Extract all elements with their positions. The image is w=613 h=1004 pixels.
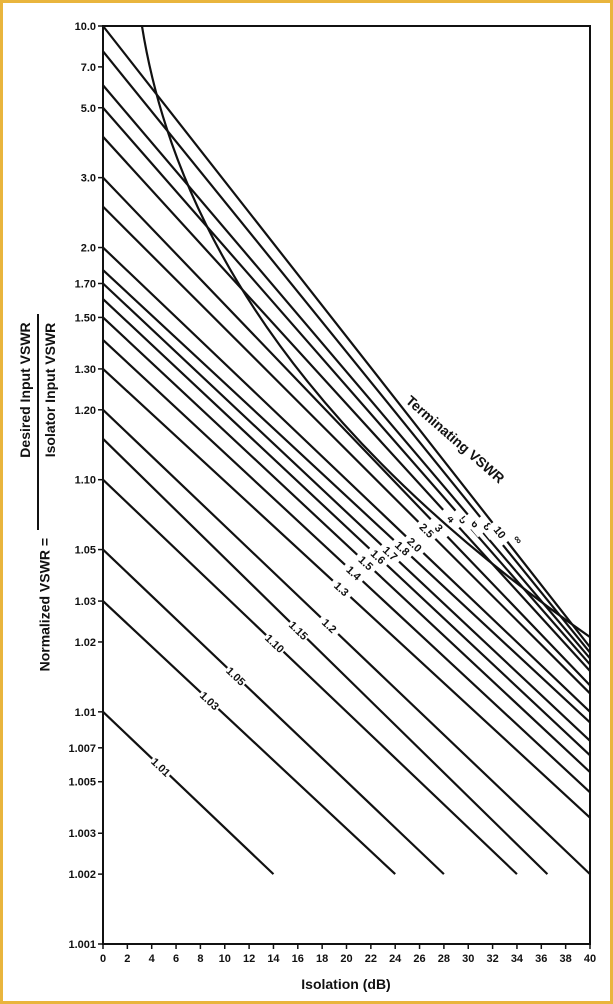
- y-tick-label: 1.03: [75, 596, 96, 608]
- y-tick-label: 5.0: [81, 103, 96, 115]
- y-tick-label: 1.003: [68, 828, 96, 840]
- y-tick-label: 1.01: [75, 707, 96, 719]
- x-tick-label: 30: [462, 953, 474, 965]
- x-tick-label: 0: [100, 953, 106, 965]
- y-tick-label: 1.002: [68, 869, 96, 881]
- y-tick-label: 1.50: [75, 312, 96, 324]
- x-tick-label: 38: [560, 953, 572, 965]
- y-tick-label: 1.001: [68, 939, 96, 951]
- y-axis-title-prefix: Normalized VSWR =: [37, 538, 53, 671]
- x-tick-label: 4: [149, 953, 156, 965]
- y-axis: 10.0 7.0 5.0 3.0 2.0 1.70 1.50 1.30 1.20 1.10 1.05…: [68, 21, 103, 951]
- y-axis-title-numerator: Desired Input VSWR: [17, 322, 33, 457]
- x-tick-label: 26: [413, 953, 425, 965]
- x-tick-label: 20: [340, 953, 352, 965]
- y-tick-label: 1.30: [75, 364, 96, 376]
- y-tick-label: 10.0: [75, 21, 96, 33]
- y-tick-label: 1.007: [68, 743, 96, 755]
- x-axis: 0 2 4 6 8 10 12 14 16 18 20 22 24 26 28 30 32 34 36 38 40: [100, 944, 596, 965]
- y-tick-label: 3.0: [81, 173, 96, 185]
- x-tick-label: 6: [173, 953, 179, 965]
- x-tick-label: 32: [486, 953, 498, 965]
- y-tick-label: 1.20: [75, 405, 96, 417]
- x-tick-label: 22: [365, 953, 377, 965]
- x-tick-label: 14: [267, 953, 280, 965]
- y-tick-label: 1.10: [75, 475, 96, 487]
- y-axis-title-denominator: Isolator Input VSWR: [42, 323, 58, 458]
- plot-area: [103, 26, 590, 944]
- y-tick-label: 1.02: [75, 637, 96, 649]
- y-tick-label: 1.70: [75, 278, 96, 290]
- x-tick-label: 8: [197, 953, 203, 965]
- y-tick-label: 1.05: [75, 545, 96, 557]
- x-tick-label: 2: [124, 953, 130, 965]
- x-tick-label: 18: [316, 953, 328, 965]
- x-tick-label: 34: [511, 953, 524, 965]
- x-tick-label: 12: [243, 953, 255, 965]
- x-axis-title: Isolation (dB): [301, 976, 390, 992]
- y-tick-label: 7.0: [81, 62, 96, 74]
- y-tick-label: 1.005: [68, 777, 96, 789]
- x-tick-label: 40: [584, 953, 596, 965]
- x-tick-label: 24: [389, 953, 402, 965]
- x-tick-label: 36: [535, 953, 547, 965]
- x-tick-label: 10: [219, 953, 231, 965]
- x-tick-label: 28: [438, 953, 450, 965]
- x-tick-label: 16: [292, 953, 304, 965]
- y-tick-label: 2.0: [81, 243, 96, 255]
- y-axis-title: Normalized VSWR = Desired Input VSWR Iso…: [17, 314, 58, 671]
